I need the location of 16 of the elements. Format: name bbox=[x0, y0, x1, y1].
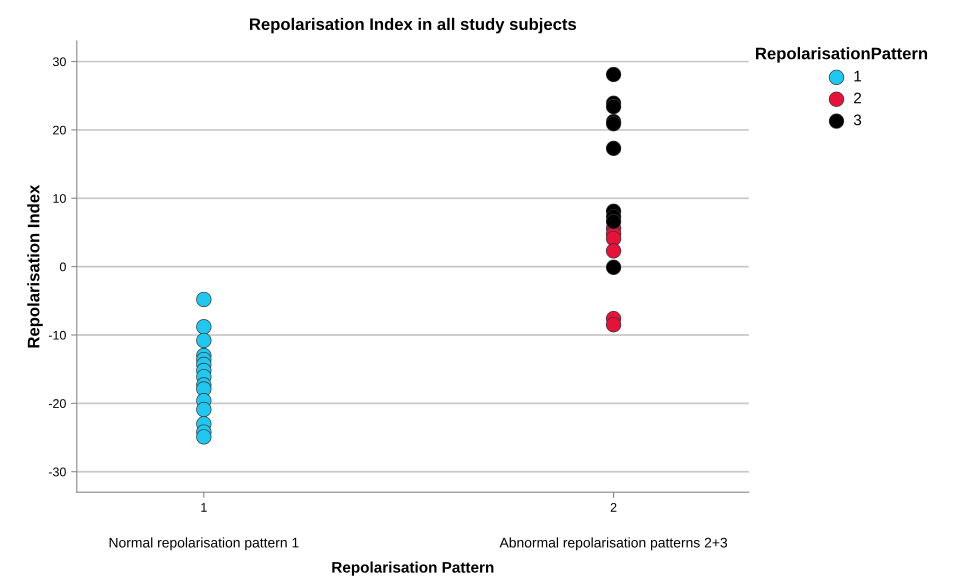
text: Abnormal repolarisation patterns 2+3 bbox=[500, 537, 728, 550]
legend-label: 1 bbox=[854, 70, 862, 82]
x-axis-title: Repolarisation Pattern bbox=[332, 562, 494, 576]
y-tick-label: -10 bbox=[48, 330, 66, 340]
y-axis-title: Repolarisation Index bbox=[27, 184, 43, 348]
legend-title: RepolarisationPattern bbox=[756, 47, 928, 63]
y-tick-label: 10 bbox=[53, 194, 66, 203]
y-tick-label: -30 bbox=[48, 468, 66, 476]
text: Normal repolarisation pattern 1 bbox=[110, 537, 298, 550]
legend-label: 2 bbox=[854, 92, 862, 104]
y-tick-label: 0 bbox=[60, 262, 66, 272]
chart-title: Repolarisation Index in all study subjects bbox=[250, 18, 576, 34]
legend-label: 3 bbox=[854, 114, 862, 126]
y-tick-label: 20 bbox=[53, 126, 66, 135]
y-tick-label: 30 bbox=[52, 57, 66, 66]
y-tick-label: -20 bbox=[48, 399, 66, 408]
